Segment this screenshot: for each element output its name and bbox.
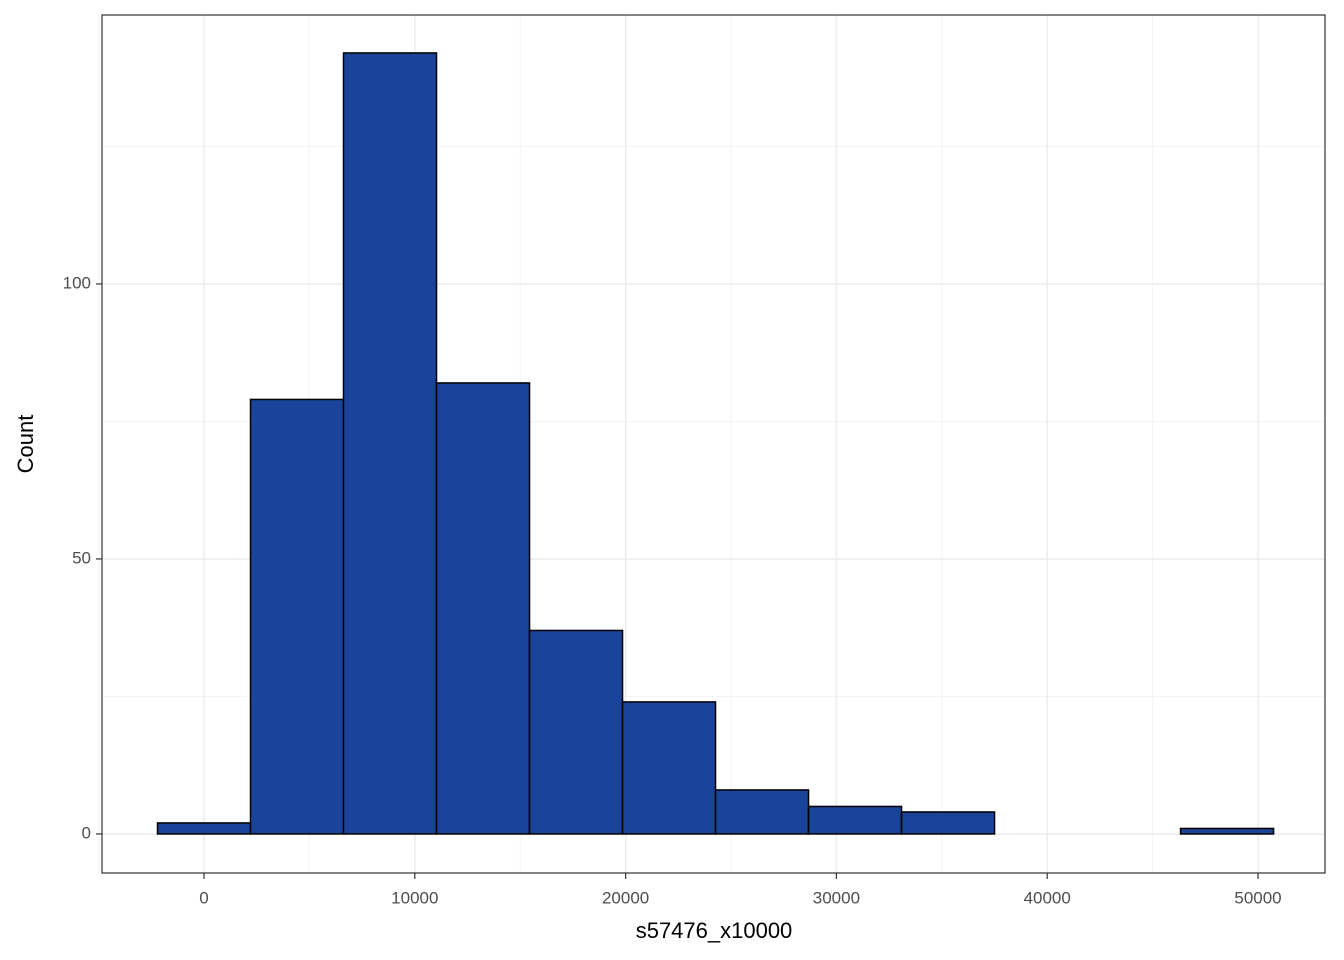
bar (807, 805, 903, 835)
panel-border (101, 14, 1326, 874)
x-tick-label: 50000 (1234, 888, 1281, 907)
bar (714, 789, 810, 835)
bar (621, 701, 717, 835)
y-tick-label: 100 (63, 273, 91, 292)
bar (342, 52, 438, 835)
bar (156, 822, 252, 835)
bar (900, 811, 996, 835)
x-axis-title: s57476_x10000 (636, 918, 793, 943)
x-tick-label: 10000 (391, 888, 438, 907)
x-tick-label: 0 (199, 888, 208, 907)
y-tick-label: 0 (82, 823, 91, 842)
bars (156, 52, 1275, 835)
x-tick-label: 20000 (602, 888, 649, 907)
bar (435, 382, 531, 835)
y-axis-title: Count (13, 415, 38, 474)
bar (1179, 827, 1275, 835)
x-tick-label: 40000 (1024, 888, 1071, 907)
bar (528, 629, 624, 835)
y-tick-label: 50 (72, 548, 91, 567)
bar (249, 398, 345, 835)
x-tick-label: 30000 (813, 888, 860, 907)
